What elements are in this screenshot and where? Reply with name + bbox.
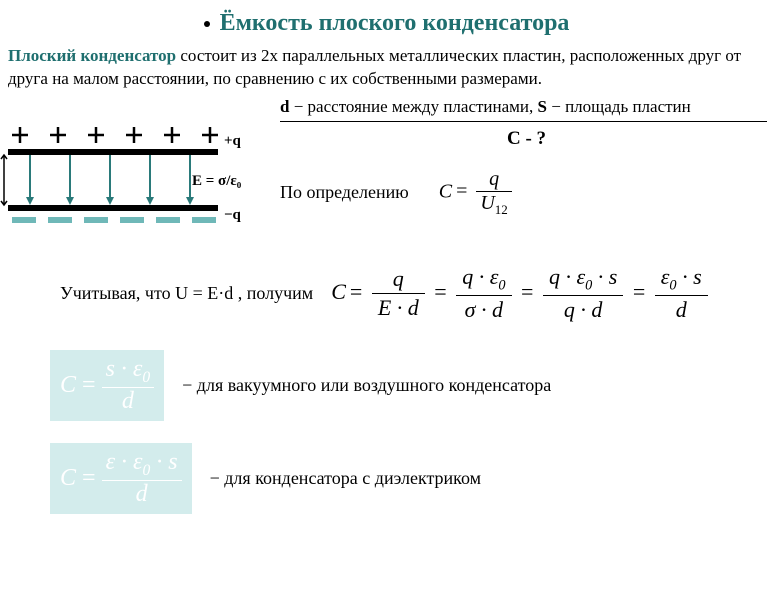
find-line: C - ?: [280, 128, 773, 150]
title-bullet: [204, 21, 210, 27]
vacuum-desc: − для вакуумного или воздушного конденса…: [182, 375, 551, 396]
svg-text:+q: +q: [224, 133, 242, 149]
vacuum-formula-box: C= s · ε0 d: [50, 350, 164, 421]
intro-term: Плоский конденсатор: [8, 46, 176, 65]
svg-text:E = σ/ε₀: E = σ/ε₀: [192, 173, 242, 189]
definition-label: По определению: [280, 182, 409, 203]
given-s-symbol: S: [538, 97, 547, 116]
given-d-text: − расстояние между пластинами,: [289, 97, 537, 116]
svg-text:−q: −q: [224, 207, 242, 223]
dielectric-desc: − для конденсатора с диэлектриком: [210, 468, 481, 489]
dielectric-formula-box: C= ε · ε0 · s d: [50, 443, 192, 514]
definition-formula: C= q U12: [439, 168, 512, 218]
intro-paragraph: Плоский конденсатор состоит из 2х паралл…: [8, 45, 765, 91]
capacitor-diagram: d +q −q E = σ/ε₀: [0, 97, 270, 235]
page-title: Ёмкость плоского конденсатора: [220, 10, 570, 36]
given-s-text: − площадь пластин: [547, 97, 691, 116]
given-line: d − расстояние между пластинами, S − пло…: [280, 97, 767, 122]
derivation-formula: C= qE · d = q · ε0σ · d = q · ε0 · sq · …: [331, 263, 707, 324]
derivation-label: Учитывая, что U = E·d , получим: [60, 283, 313, 304]
